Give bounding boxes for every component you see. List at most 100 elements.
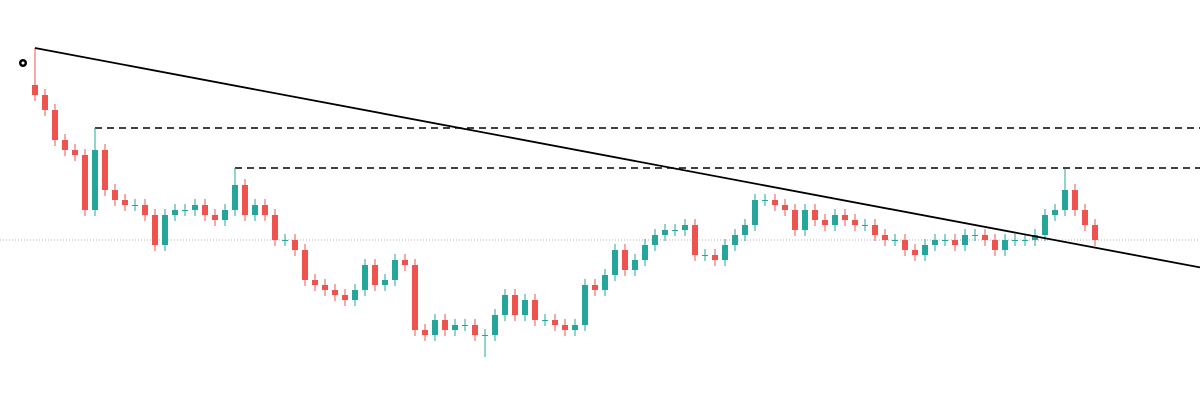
candle-body bbox=[732, 235, 738, 245]
candle-body bbox=[352, 290, 358, 300]
candle-body bbox=[1082, 210, 1088, 225]
candle-body bbox=[862, 225, 868, 226]
candle-body bbox=[892, 240, 898, 241]
candle-body bbox=[582, 285, 588, 325]
candle-body bbox=[82, 155, 88, 210]
candle-body bbox=[842, 215, 848, 220]
candle-body bbox=[742, 225, 748, 235]
candle-body bbox=[702, 255, 708, 256]
candle-body bbox=[132, 205, 138, 206]
candle-body bbox=[1022, 240, 1028, 241]
candle-body bbox=[372, 265, 378, 285]
candle-body bbox=[322, 285, 328, 290]
candle-body bbox=[552, 320, 558, 325]
candle-body bbox=[252, 205, 258, 215]
candle-body bbox=[712, 255, 718, 260]
candle-body bbox=[602, 275, 608, 290]
candle-body bbox=[192, 205, 198, 210]
candle-body bbox=[562, 325, 568, 330]
candle-body bbox=[672, 230, 678, 231]
candle-body bbox=[122, 200, 128, 205]
candle-body bbox=[882, 235, 888, 240]
candle-body bbox=[462, 325, 468, 326]
candle-body bbox=[982, 235, 988, 240]
candle-body bbox=[902, 240, 908, 250]
candle-body bbox=[1032, 235, 1038, 240]
candle-body bbox=[792, 210, 798, 230]
candle-body bbox=[162, 215, 168, 245]
candle-body bbox=[312, 280, 318, 285]
candle-body bbox=[152, 215, 158, 245]
candle-body bbox=[992, 240, 998, 250]
candle-body bbox=[202, 205, 208, 215]
candle-body bbox=[852, 220, 858, 225]
candle-body bbox=[262, 205, 268, 215]
candle-body bbox=[272, 215, 278, 240]
candle-body bbox=[832, 215, 838, 225]
candle-body bbox=[42, 95, 48, 110]
candle-body bbox=[1072, 190, 1078, 210]
candle-body bbox=[962, 235, 968, 245]
candle-body bbox=[112, 190, 118, 200]
candle-body bbox=[422, 330, 428, 335]
candle-body bbox=[922, 245, 928, 255]
candle-body bbox=[182, 210, 188, 211]
candle-body bbox=[802, 210, 808, 230]
candle-body bbox=[932, 240, 938, 245]
candle-body bbox=[612, 250, 618, 275]
candle-body bbox=[502, 295, 508, 315]
candle-body bbox=[52, 110, 58, 140]
candle-body bbox=[172, 210, 178, 215]
candle-body bbox=[442, 320, 448, 330]
candle-body bbox=[242, 185, 248, 215]
candle-body bbox=[92, 150, 98, 210]
candle-body bbox=[142, 205, 148, 215]
candle-body bbox=[1062, 190, 1068, 210]
candle-body bbox=[642, 245, 648, 260]
candle-body bbox=[362, 265, 368, 290]
candle-body bbox=[782, 205, 788, 210]
candle-body bbox=[222, 210, 228, 220]
candle-body bbox=[952, 240, 958, 245]
candle-body bbox=[662, 230, 668, 235]
candle-body bbox=[752, 200, 758, 225]
candle-body bbox=[102, 150, 108, 190]
candle-body bbox=[1012, 240, 1018, 241]
candle-body bbox=[382, 280, 388, 285]
candle-body bbox=[282, 240, 288, 241]
candle-body bbox=[492, 315, 498, 335]
candle-body bbox=[622, 250, 628, 270]
candle-body bbox=[1052, 210, 1058, 215]
candle-body bbox=[412, 265, 418, 330]
candle-body bbox=[762, 200, 768, 201]
candle-body bbox=[682, 225, 688, 230]
candle-body bbox=[512, 295, 518, 315]
candle-body bbox=[342, 295, 348, 300]
candle-body bbox=[542, 320, 548, 321]
candle-body bbox=[302, 250, 308, 280]
trendline bbox=[34, 47, 1200, 269]
candle-body bbox=[592, 285, 598, 290]
marker-icon bbox=[19, 59, 27, 67]
candle-body bbox=[452, 325, 458, 330]
candle-body bbox=[942, 240, 948, 241]
candle-body bbox=[332, 290, 338, 295]
candle-body bbox=[62, 140, 68, 150]
candle-body bbox=[292, 240, 298, 250]
candle-body bbox=[912, 250, 918, 255]
candle-body bbox=[632, 260, 638, 270]
candle-body bbox=[722, 245, 728, 260]
candle-body bbox=[972, 235, 978, 236]
candle-body bbox=[572, 325, 578, 330]
candle-body bbox=[32, 85, 38, 95]
candle-body bbox=[232, 185, 238, 210]
candle-body bbox=[812, 210, 818, 220]
candle-body bbox=[692, 225, 698, 255]
candle-body bbox=[522, 300, 528, 315]
candle-body bbox=[482, 335, 488, 336]
candle-body bbox=[392, 260, 398, 280]
candle-body bbox=[652, 235, 658, 245]
candle-body bbox=[402, 260, 408, 265]
candle-body bbox=[212, 215, 218, 220]
